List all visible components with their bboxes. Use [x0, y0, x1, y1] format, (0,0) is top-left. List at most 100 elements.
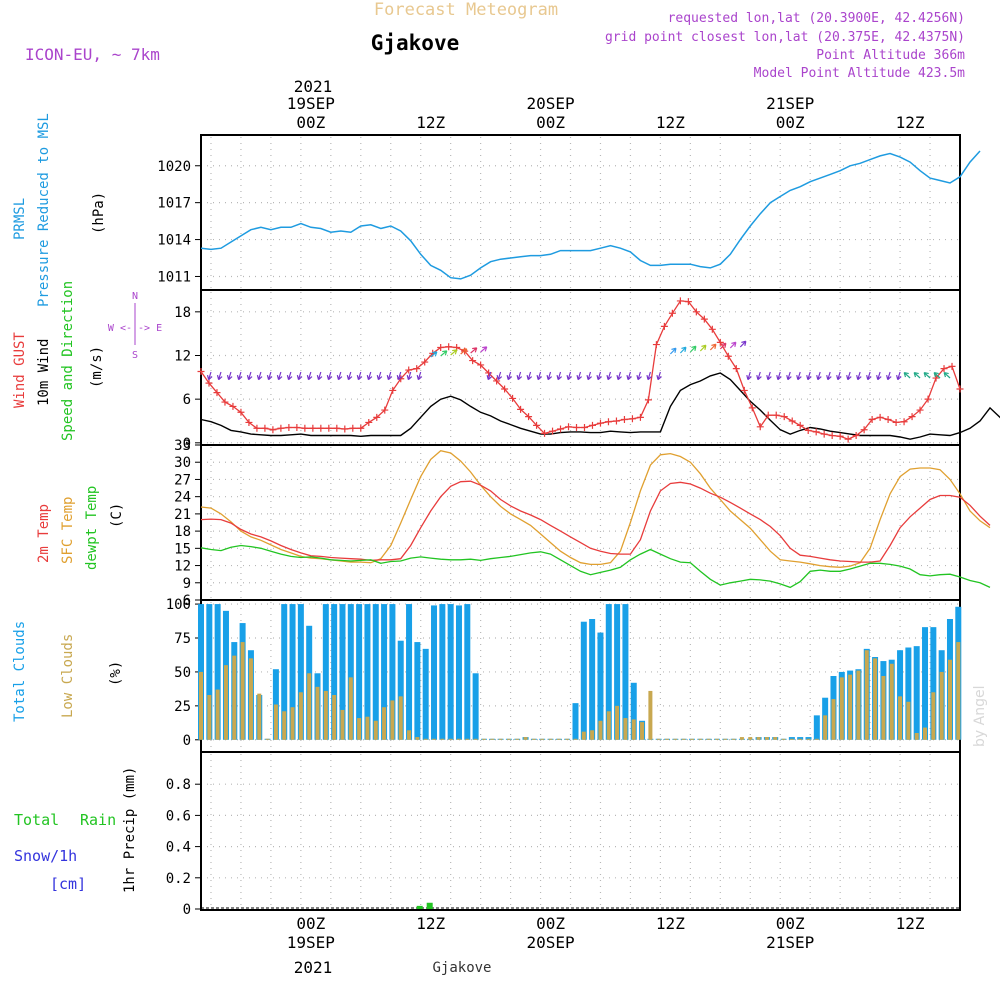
- total-cloud-bar: [381, 604, 388, 740]
- low-cloud-bar: [432, 738, 437, 740]
- wind-arrow: [606, 371, 612, 381]
- wind-arrow: [396, 371, 403, 381]
- y-tick-label: 0.6: [166, 808, 191, 824]
- watermark: by Angel: [972, 686, 988, 747]
- gust-marker: [916, 406, 924, 414]
- low-cloud-bar: [573, 738, 578, 740]
- wind-arrow: [246, 371, 253, 381]
- total-cloud-bar: [922, 627, 929, 740]
- low-cloud-bar: [723, 738, 728, 740]
- low-cloud-bar: [898, 696, 903, 740]
- total-cloud-bar: [805, 737, 812, 740]
- wind-arrow: [846, 371, 852, 381]
- wind-arrow: [636, 371, 642, 381]
- gust-marker: [684, 298, 692, 306]
- low-cloud-bar: [307, 673, 312, 740]
- low-cloud-bar: [906, 701, 911, 740]
- wind-arrow: [386, 371, 393, 381]
- wind-arrow: [216, 371, 223, 381]
- gust-marker: [477, 361, 485, 369]
- time-tick-bottom: 00Z: [776, 914, 805, 933]
- low-cloud-bar: [656, 738, 661, 740]
- gust-marker: [660, 322, 668, 330]
- wind-arrow: [836, 371, 842, 381]
- total-cloud-bar: [414, 642, 421, 740]
- low-cloud-bar: [315, 686, 320, 740]
- low-cloud-bar: [739, 737, 744, 740]
- time-tick-bottom: 12Z: [896, 914, 925, 933]
- low-cloud-bar: [939, 671, 944, 740]
- time-tick-top: 12Z: [656, 113, 685, 132]
- gust-marker: [924, 395, 932, 403]
- gust-marker: [948, 362, 956, 370]
- wind-arrow: [366, 371, 373, 381]
- wind-arrow: [786, 371, 792, 381]
- gust-marker: [469, 357, 477, 365]
- low-cloud-bar: [215, 689, 220, 740]
- date-tick-bottom: 19SEP: [287, 933, 335, 952]
- gust-marker: [501, 385, 509, 393]
- gust-marker: [357, 424, 365, 432]
- gust-marker: [365, 418, 373, 426]
- wind-direction-arrows: [206, 340, 951, 381]
- low-cloud-bar: [806, 738, 811, 740]
- y-tick-label: 1017: [157, 196, 191, 212]
- gust-marker: [756, 423, 764, 431]
- total-cloud-bar: [297, 604, 304, 740]
- time-tick-top: 12Z: [896, 113, 925, 132]
- date-tick-top: 21SEP: [766, 94, 814, 113]
- wind-arrow: [506, 371, 513, 381]
- pressure-label-1: PRMSL: [12, 198, 28, 240]
- low-cloud-bar: [248, 658, 253, 740]
- wind-arrow: [346, 371, 353, 381]
- gust-marker: [301, 424, 309, 432]
- wind-arrow: [546, 371, 553, 381]
- gust-marker: [421, 358, 429, 366]
- y-tick-label: 1014: [157, 233, 191, 249]
- low-cloud-bar: [332, 695, 337, 740]
- gust-marker: [557, 425, 565, 433]
- low-cloud-bar: [864, 650, 869, 740]
- gust-marker: [237, 408, 245, 416]
- wind-arrow: [450, 349, 458, 356]
- wind-arrow: [440, 350, 448, 357]
- gust-marker: [285, 424, 293, 432]
- wind-arrow: [376, 371, 383, 381]
- wind-arrow: [480, 346, 488, 353]
- gust-marker: [748, 404, 756, 412]
- y-tick-label: 0: [183, 902, 191, 918]
- total-cloud-bar: [813, 715, 820, 740]
- wind-arrow: [576, 371, 583, 381]
- low-cloud-bar: [690, 738, 695, 740]
- y-tick-label: 21: [174, 507, 191, 523]
- gust-marker: [764, 411, 772, 419]
- wind-arrow: [913, 372, 921, 379]
- wind10-label: 10m Wind: [36, 339, 52, 406]
- gust-marker: [596, 419, 604, 427]
- date-tick-top: 19SEP: [287, 94, 335, 113]
- gust-marker: [253, 424, 261, 432]
- gust-line: [200, 300, 961, 440]
- gust-marker: [525, 413, 533, 421]
- y-tick-label: 33: [174, 438, 191, 454]
- low-cloud-label: Low Clouds: [60, 634, 76, 718]
- snow-unit: [cm]: [50, 875, 86, 893]
- y-tick-label: 6: [183, 593, 191, 609]
- wind-arrow: [416, 371, 423, 381]
- wind-frame: [200, 289, 961, 446]
- y-tick-label: 18: [174, 305, 191, 321]
- wind-arrow: [923, 372, 931, 379]
- low-cloud-bar: [798, 738, 803, 740]
- y-tick-label: 0.4: [166, 840, 191, 856]
- total-cloud-bar: [422, 648, 429, 740]
- gust-marker: [493, 377, 501, 385]
- y-tick-label: 30: [174, 455, 191, 471]
- gust-marker: [580, 424, 588, 432]
- low-cloud-bar: [889, 663, 894, 740]
- gust-marker: [652, 341, 660, 349]
- low-cloud-bar: [673, 738, 678, 740]
- t2m-line: [200, 480, 991, 563]
- gust-marker: [876, 413, 884, 421]
